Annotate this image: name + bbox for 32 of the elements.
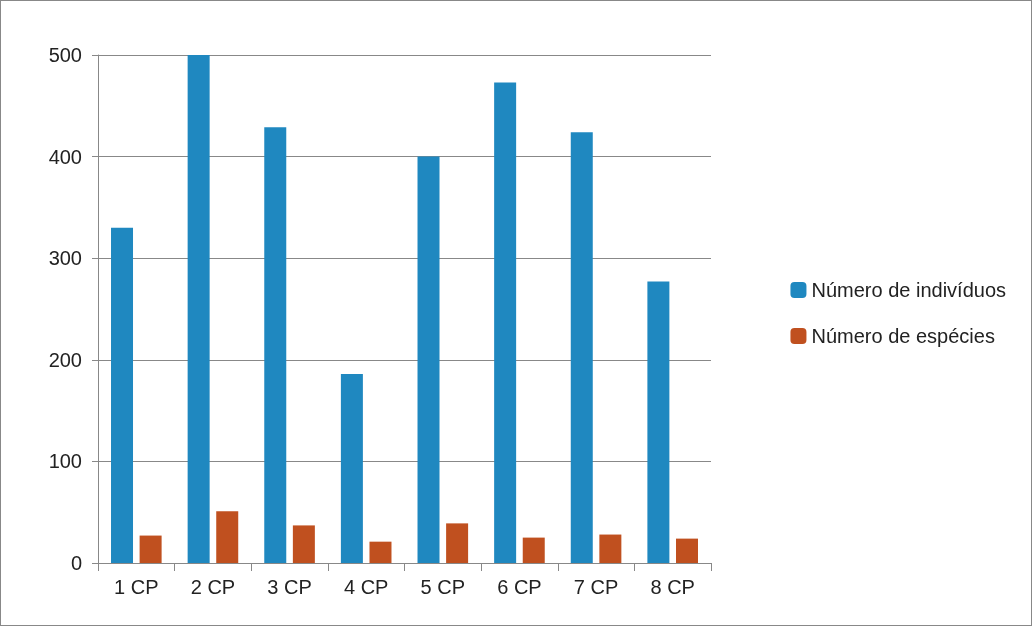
y-tick-label: 200 [48, 348, 82, 371]
x-tick-label: 1 CP [114, 576, 159, 598]
bar [417, 156, 440, 563]
bar [292, 525, 315, 563]
legend-label: Número de espécies [811, 325, 995, 347]
x-tick-label: 2 CP [190, 576, 236, 598]
y-tick-label: 300 [48, 247, 82, 270]
x-tick-label: 7 CP [573, 576, 619, 598]
y-tick-label: 0 [70, 552, 82, 574]
bar [446, 523, 469, 563]
bar [216, 511, 239, 563]
y-tick-label: 100 [48, 450, 82, 473]
bar [522, 537, 545, 563]
y-tick-label: 400 [48, 145, 82, 168]
bar [139, 535, 162, 563]
bar [264, 127, 287, 563]
bar [675, 538, 698, 563]
bar [340, 374, 363, 563]
bar [187, 55, 210, 563]
x-tick-label: 3 CP [267, 576, 312, 598]
bar [647, 281, 670, 563]
x-tick-label: 8 CP [650, 576, 695, 598]
legend-label: Número de indivíduos [811, 279, 1007, 301]
y-tick-label: 500 [48, 44, 82, 66]
x-tick-label: 6 CP [497, 576, 542, 598]
bar [570, 132, 593, 563]
x-tick-label: 4 CP [343, 576, 389, 598]
bar [111, 227, 134, 563]
x-tick-label: 5 CP [420, 576, 466, 598]
bar [494, 82, 517, 563]
bar [369, 541, 392, 563]
bar [599, 534, 622, 563]
